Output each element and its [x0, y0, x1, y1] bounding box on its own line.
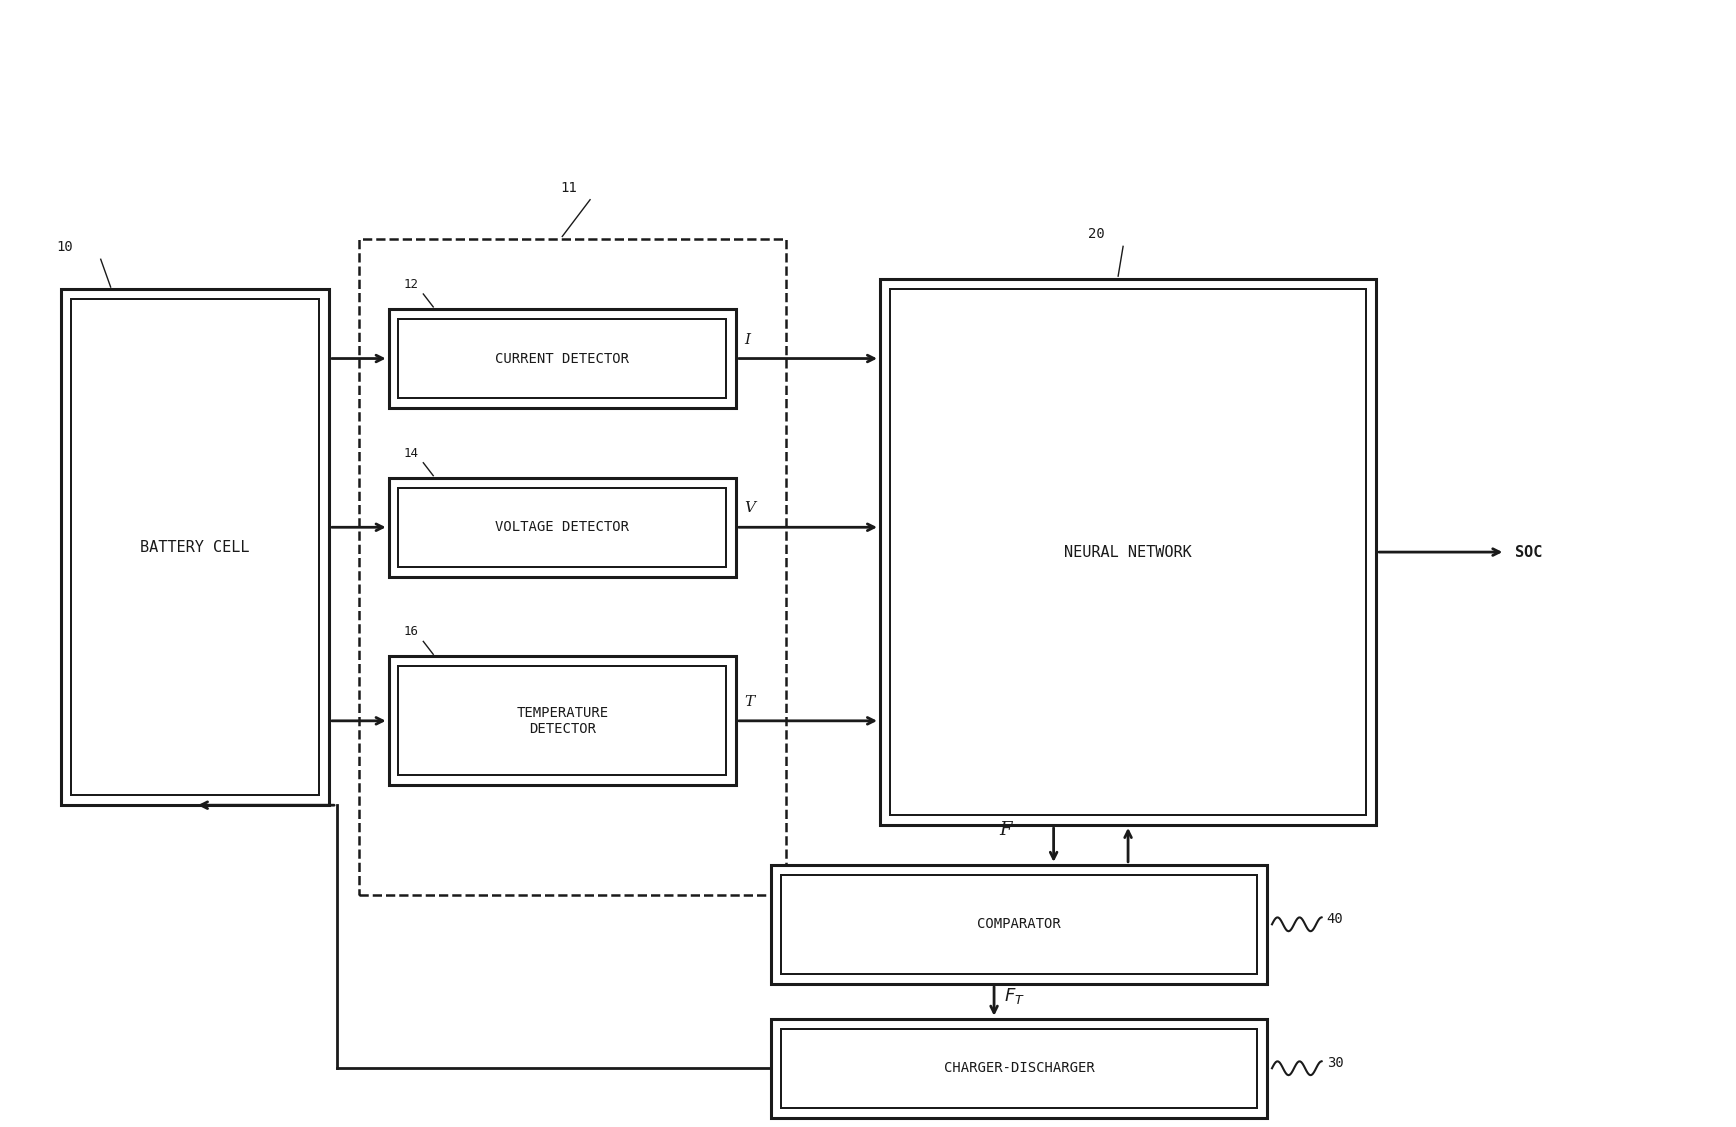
Text: TEMPERATURE
DETECTOR: TEMPERATURE DETECTOR	[516, 706, 608, 736]
Text: 20: 20	[1088, 228, 1106, 241]
Text: COMPARATOR: COMPARATOR	[977, 917, 1061, 931]
Bar	[389, 309, 736, 408]
Bar	[399, 319, 726, 398]
Text: CURRENT DETECTOR: CURRENT DETECTOR	[495, 352, 628, 365]
Bar	[771, 1019, 1267, 1118]
Text: CHARGER-DISCHARGER: CHARGER-DISCHARGER	[943, 1062, 1094, 1075]
Bar	[781, 875, 1257, 974]
Bar	[389, 478, 736, 577]
Bar	[389, 656, 736, 786]
Bar	[399, 488, 726, 567]
Text: 40: 40	[1326, 913, 1344, 926]
Bar	[781, 1029, 1257, 1108]
Text: VOLTAGE DETECTOR: VOLTAGE DETECTOR	[495, 521, 628, 534]
Text: 30: 30	[1326, 1056, 1344, 1071]
Bar	[399, 666, 726, 775]
Text: 10: 10	[56, 240, 73, 255]
Text: I: I	[745, 332, 750, 347]
Text: 16: 16	[403, 625, 418, 638]
Bar	[891, 289, 1366, 815]
Text: NEURAL NETWORK: NEURAL NETWORK	[1064, 544, 1193, 560]
Text: 12: 12	[403, 278, 418, 291]
Text: SOC: SOC	[1516, 544, 1543, 560]
Bar	[359, 239, 786, 895]
Text: 14: 14	[403, 446, 418, 460]
Text: BATTERY CELL: BATTERY CELL	[141, 540, 250, 554]
Text: $\mathit{F}_T$: $\mathit{F}_T$	[1003, 986, 1024, 1006]
Text: T: T	[745, 695, 753, 709]
Text: V: V	[745, 502, 755, 515]
Bar	[771, 864, 1267, 984]
Text: 11: 11	[561, 180, 576, 195]
Text: F: F	[998, 820, 1012, 838]
Bar	[880, 279, 1377, 825]
Bar	[71, 299, 319, 796]
Bar	[61, 289, 330, 805]
